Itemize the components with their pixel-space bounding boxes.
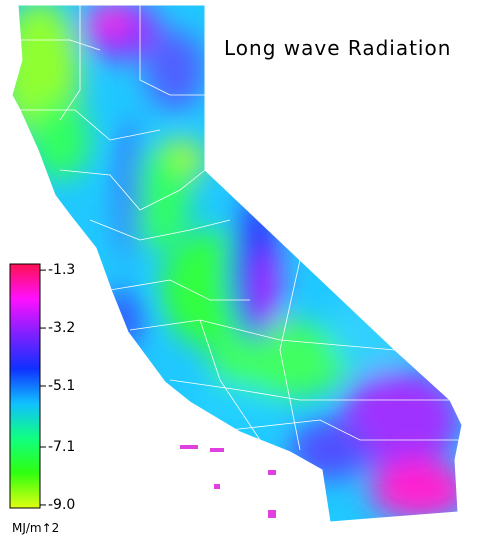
tick-label: -3.2 bbox=[48, 320, 75, 336]
colorbar-ramp bbox=[9, 263, 41, 509]
tick-label: -5.1 bbox=[48, 378, 75, 394]
colorbar: -1.3 -3.2 -5.1 -7.1 -9.0 bbox=[9, 262, 75, 513]
state-border bbox=[11, 4, 463, 523]
islands bbox=[180, 445, 276, 518]
tick-label: -1.3 bbox=[48, 262, 75, 278]
map-title: Long wave Radiation bbox=[224, 36, 451, 60]
tick-label: -9.0 bbox=[48, 497, 75, 513]
tick-label: -7.1 bbox=[48, 439, 75, 455]
county-lines bbox=[18, 5, 460, 451]
colorbar-unit: MJ/m↑2 bbox=[12, 521, 59, 535]
